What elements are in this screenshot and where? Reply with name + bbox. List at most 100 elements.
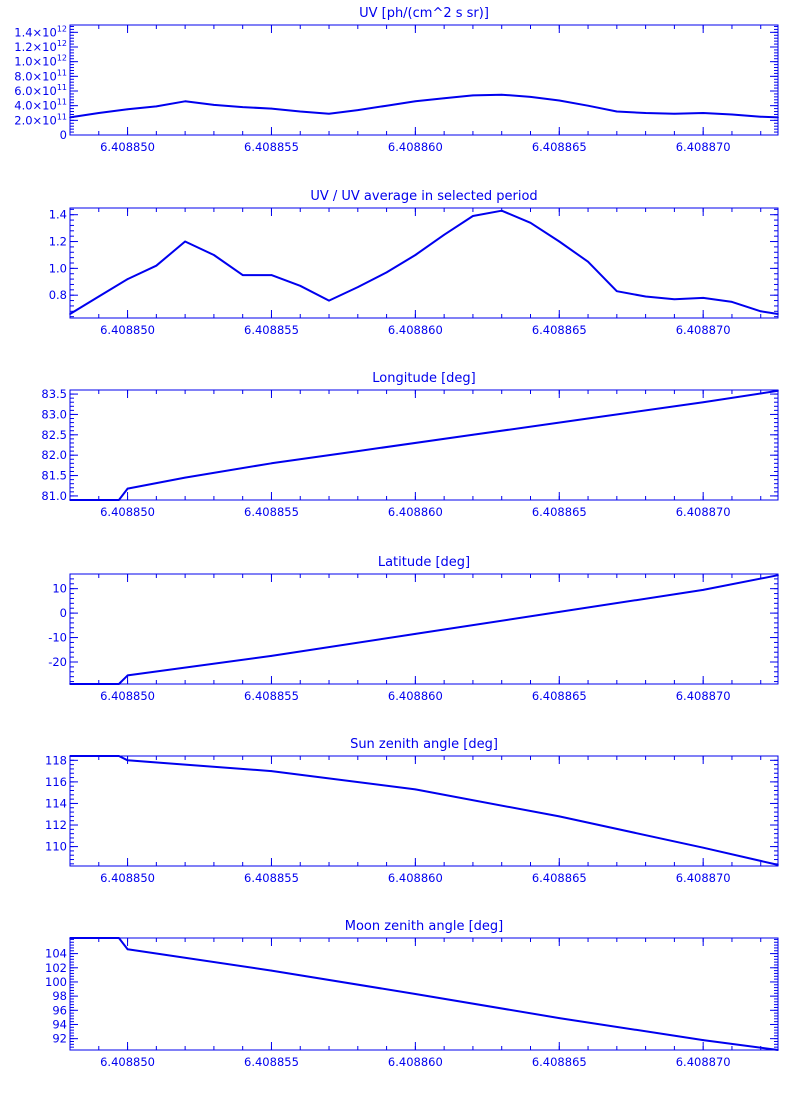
y-tick-label: 82.0 <box>41 448 67 462</box>
y-tick-exponent: 11 <box>57 112 67 121</box>
y-tick-label: 2.0×1011 <box>14 112 67 127</box>
y-tick-label: 92 <box>52 1032 67 1046</box>
y-tick-mantissa: 1.0×10 <box>14 55 57 69</box>
y-tick-label: 100 <box>45 975 67 989</box>
y-tick-label: 0 <box>60 128 67 142</box>
data-point <box>673 298 676 301</box>
y-tick-label: 1.0×1012 <box>14 54 67 69</box>
data-point <box>328 112 330 115</box>
y-tick-label: 1.0 <box>49 261 67 275</box>
chart-panel-4: Latitude [deg] 6.408850 6.408855 6.408860 6.… <box>48 555 779 703</box>
data-point <box>299 110 302 113</box>
y-tick-exponent: 11 <box>57 68 67 77</box>
data-point <box>357 286 359 288</box>
y-tick-label: 1.2 <box>49 235 67 249</box>
y-tick-mantissa: 6.0×10 <box>14 84 57 98</box>
data-point <box>472 215 474 217</box>
data-point <box>97 295 100 298</box>
y-tick-mantissa: 4.0×10 <box>14 99 57 113</box>
y-tick-mantissa: 2.0×10 <box>14 113 57 127</box>
x-tick-label: 6.408855 <box>244 871 299 885</box>
y-tick-label: 112 <box>45 818 67 832</box>
y-tick-mantissa: 1.4×10 <box>14 25 57 39</box>
plot-frame <box>69 389 779 501</box>
chart-title: UV / UV average in selected period <box>310 189 537 204</box>
data-point <box>702 589 704 591</box>
data-point <box>69 937 71 939</box>
data-point <box>702 297 704 299</box>
data-point <box>357 450 359 452</box>
x-tick-label: 6.408870 <box>676 505 731 519</box>
chart-title: Latitude [deg] <box>378 555 470 570</box>
data-point <box>414 633 417 635</box>
data-point <box>126 674 129 677</box>
y-tick-exponent: 11 <box>57 98 67 107</box>
x-tick-label: 6.408850 <box>100 1055 155 1069</box>
data-point <box>414 788 417 791</box>
series-line <box>70 755 779 866</box>
series-line <box>69 93 779 119</box>
data-point <box>118 755 120 757</box>
y-tick-label: 94 <box>52 1017 67 1031</box>
data-point <box>213 254 215 256</box>
data-point <box>731 113 733 116</box>
x-tick-label: 6.408850 <box>100 871 155 885</box>
plot-frame <box>69 24 779 136</box>
x-tick-label: 6.408855 <box>244 140 299 154</box>
chart-title: UV [ph/(cm^2 s sr)] <box>359 6 489 21</box>
data-point <box>702 1039 704 1041</box>
data-point <box>587 417 589 420</box>
y-tick-label: -10 <box>48 631 67 645</box>
y-tick-label: 82.5 <box>41 428 67 442</box>
data-point <box>270 770 273 772</box>
x-tick-label: 6.408860 <box>388 505 443 519</box>
data-point <box>414 100 417 103</box>
data-point <box>118 683 120 685</box>
x-tick-label: 6.408860 <box>388 871 443 885</box>
y-tick-label: 8.0×1011 <box>14 68 67 83</box>
y-tick-label: 96 <box>52 1003 67 1017</box>
data-point <box>500 209 503 212</box>
y-tick-label: 0.8 <box>49 288 67 302</box>
data-point <box>357 109 359 111</box>
x-tick-label: 6.408870 <box>676 323 731 337</box>
data-point <box>414 254 417 256</box>
data-point <box>126 487 129 490</box>
x-tick-label: 6.408860 <box>388 1055 443 1069</box>
y-tick-label: 114 <box>45 796 67 810</box>
data-point <box>443 97 445 100</box>
data-point <box>270 969 273 972</box>
chart-panel-2: UV / UV average in selected period 6.4088… <box>49 189 779 337</box>
y-tick-label: 1.4×1012 <box>14 24 67 39</box>
data-point <box>213 104 215 106</box>
y-tick-exponent: 12 <box>57 24 67 33</box>
plot-frame <box>69 755 779 867</box>
data-point <box>241 106 244 108</box>
data-point <box>616 110 618 113</box>
data-point <box>69 313 71 315</box>
x-tick-label: 6.408865 <box>532 689 587 703</box>
x-tick-label: 6.408870 <box>676 689 731 703</box>
y-tick-mantissa: 0 <box>60 128 67 142</box>
data-point <box>69 116 71 119</box>
data-point <box>587 260 589 263</box>
data-point <box>299 285 302 287</box>
data-point <box>443 234 445 236</box>
data-point <box>328 299 330 302</box>
plot-frame <box>69 937 779 1051</box>
y-tick-label: 116 <box>45 775 67 789</box>
chart-title: Moon zenith angle [deg] <box>345 919 503 934</box>
data-point <box>270 274 273 276</box>
y-tick-label: -20 <box>48 655 67 669</box>
data-point <box>558 240 561 243</box>
x-tick-label: 6.408850 <box>100 323 155 337</box>
series-line <box>70 937 779 1051</box>
data-point <box>731 301 733 303</box>
data-point <box>126 278 129 280</box>
y-tick-label: 10 <box>52 582 67 596</box>
data-point <box>644 112 647 114</box>
x-tick-label: 6.408855 <box>244 505 299 519</box>
y-tick-label: 81.5 <box>41 469 67 483</box>
x-tick-label: 6.408850 <box>100 140 155 154</box>
